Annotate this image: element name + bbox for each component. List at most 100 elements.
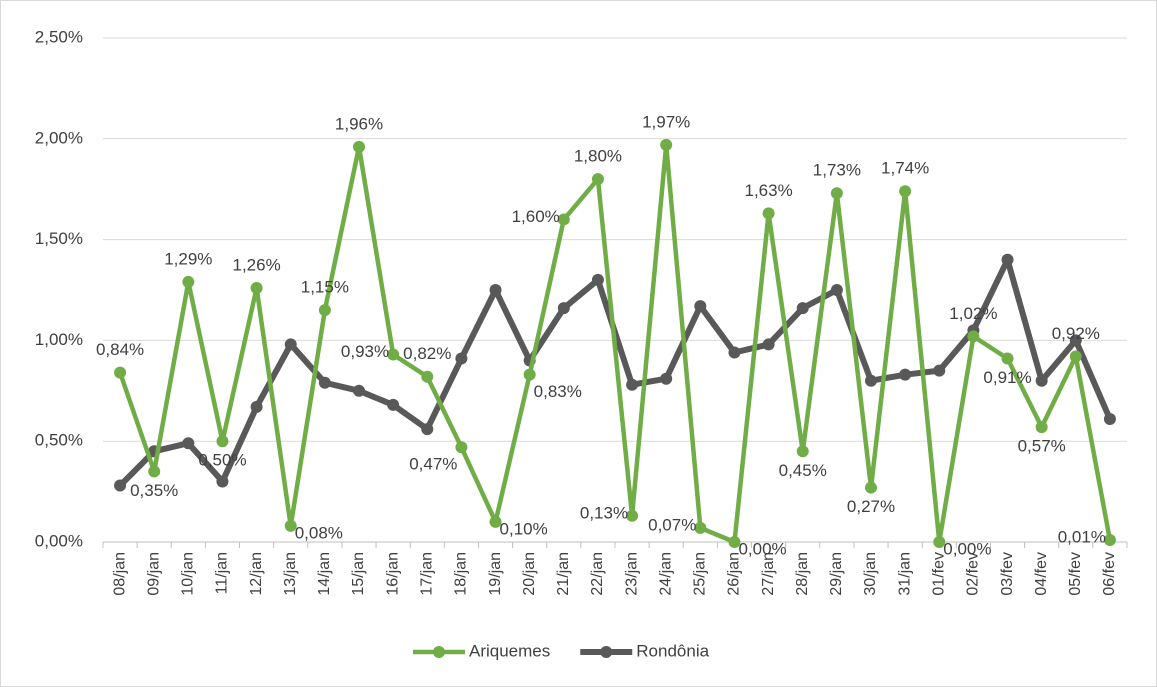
x-tick-label: 24/jan <box>657 552 674 596</box>
point <box>865 481 877 494</box>
point <box>967 330 980 343</box>
x-tick-label: 03/fev <box>999 552 1016 596</box>
y-tick-label: 2,50% <box>35 27 83 46</box>
data-label: 1,29% <box>164 249 212 268</box>
data-label: 0,57% <box>1018 437 1066 456</box>
point <box>1103 413 1116 426</box>
point <box>796 302 809 315</box>
data-label: 0,00% <box>738 539 786 558</box>
point <box>626 378 639 391</box>
x-tick-label: 13/jan <box>282 552 299 596</box>
point <box>899 185 912 198</box>
x-tick-label: 02/fev <box>965 552 982 596</box>
point <box>523 368 536 381</box>
point <box>421 423 434 436</box>
point <box>1001 253 1014 266</box>
point <box>489 515 502 528</box>
data-label: 1,97% <box>642 112 690 131</box>
point <box>114 479 127 492</box>
x-tick-label: 31/jan <box>896 552 913 596</box>
point <box>557 302 570 315</box>
point <box>182 437 195 450</box>
y-tick-label: 0,00% <box>35 531 83 550</box>
point <box>1069 350 1082 363</box>
data-label: 0,84% <box>96 340 144 359</box>
x-tick-label: 15/jan <box>350 552 367 596</box>
point <box>148 465 161 478</box>
x-tick-label: 23/jan <box>623 552 640 596</box>
point <box>830 187 843 200</box>
point <box>728 346 741 359</box>
data-label: 0,00% <box>943 539 991 558</box>
point <box>1035 421 1048 434</box>
point <box>250 281 263 294</box>
legend-label: Ariquemes <box>469 641 550 660</box>
x-tick-label: 04/fev <box>1033 552 1050 596</box>
point <box>216 475 229 488</box>
data-label: 1,02% <box>949 304 997 323</box>
point <box>830 284 843 296</box>
x-tick-label: 30/jan <box>862 552 879 596</box>
point <box>250 400 263 413</box>
point <box>216 435 229 448</box>
x-tick-label: 26/jan <box>726 552 743 596</box>
data-label: 0,92% <box>1052 324 1100 343</box>
y-tick-label: 0,50% <box>35 431 83 450</box>
point <box>353 140 365 153</box>
data-label: 1,73% <box>813 161 861 180</box>
point <box>455 441 468 454</box>
x-tick-label: 16/jan <box>384 552 401 596</box>
data-label: 1,15% <box>301 278 349 297</box>
point <box>114 366 127 379</box>
point <box>796 445 809 458</box>
point <box>318 376 331 389</box>
legend-marker <box>600 646 613 658</box>
data-label: 0,35% <box>130 481 178 500</box>
data-label: 0,91% <box>983 368 1031 387</box>
x-tick-label: 09/jan <box>145 552 162 596</box>
point <box>933 536 946 548</box>
point <box>421 370 434 383</box>
data-label: 1,80% <box>574 147 622 166</box>
series <box>114 138 1116 548</box>
point <box>318 304 331 317</box>
data-label: 0,13% <box>580 503 628 522</box>
point <box>694 521 707 534</box>
x-tick-label: 06/fev <box>1101 552 1118 596</box>
x-tick-label: 01/fev <box>930 552 947 596</box>
x-tick-label: 28/jan <box>794 552 811 596</box>
data-label: 0,27% <box>847 497 895 516</box>
x-tick-label: 11/jan <box>214 552 231 594</box>
point <box>626 509 639 522</box>
point <box>694 300 707 313</box>
point <box>489 284 502 296</box>
point <box>728 536 741 548</box>
point <box>455 352 468 365</box>
x-tick-label: 05/fev <box>1067 552 1084 596</box>
series-line <box>117 142 1113 545</box>
x-tick-label: 12/jan <box>248 552 265 596</box>
data-label: 1,96% <box>335 114 383 133</box>
data-label: 0,07% <box>648 515 696 534</box>
x-tick-label: 08/jan <box>111 552 128 596</box>
data-label: 0,93% <box>341 342 389 361</box>
point <box>1103 533 1116 546</box>
point <box>660 138 673 151</box>
x-tick-label: 14/jan <box>316 552 333 596</box>
point <box>762 338 775 351</box>
data-label: 1,26% <box>232 255 280 274</box>
point <box>591 273 604 286</box>
data-label: 0,50% <box>198 451 246 470</box>
point <box>762 207 775 220</box>
point <box>182 275 195 288</box>
x-tick-label: 20/jan <box>521 552 538 596</box>
point <box>1069 334 1082 347</box>
x-tick-label: 27/jan <box>760 552 777 596</box>
data-label: 1,63% <box>744 181 792 200</box>
point <box>1035 374 1048 387</box>
point <box>660 372 673 385</box>
x-tick-label: 21/jan <box>555 552 572 596</box>
point <box>865 374 877 387</box>
point <box>933 364 946 377</box>
